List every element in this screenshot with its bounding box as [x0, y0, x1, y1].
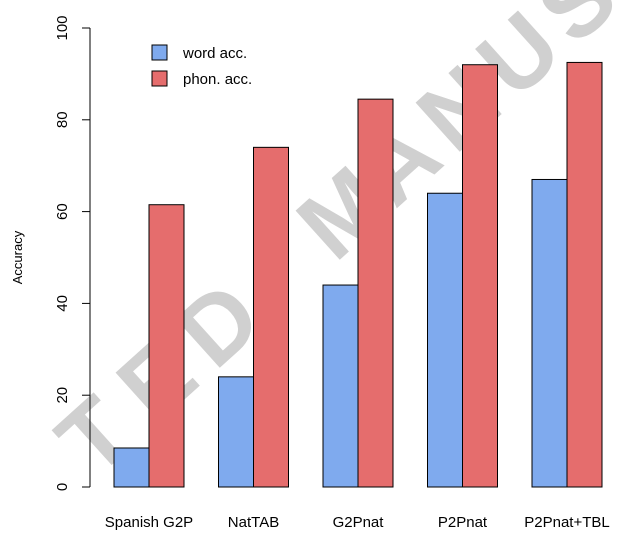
bar-word-acc — [113, 447, 150, 488]
bar-phon-acc — [566, 61, 603, 488]
category-label: P2Pnat — [438, 514, 488, 531]
bar-word-acc — [531, 178, 568, 488]
y-axis-title: Accuracy — [10, 230, 25, 284]
bars — [113, 61, 603, 488]
category-labels: Spanish G2P NatTAB G2Pnat P2Pnat P2Pnat+TBL — [105, 514, 610, 531]
bar-phon-acc — [148, 204, 185, 488]
category-label: P2Pnat+TBL — [524, 514, 609, 531]
y-tick-label: 20 — [54, 387, 71, 404]
y-tick-label: 0 — [54, 483, 71, 491]
bar-word-acc — [427, 192, 463, 488]
legend: word acc. phon. acc. — [151, 44, 252, 88]
legend-label: phon. acc. — [183, 71, 252, 88]
bar-phon-acc — [357, 98, 394, 488]
category-label: NatTAB — [228, 514, 279, 531]
y-tick-label: 60 — [54, 203, 71, 220]
category-label: Spanish G2P — [105, 514, 193, 531]
legend-label: word acc. — [182, 45, 247, 62]
bar-word-acc — [322, 284, 359, 488]
bar-phon-acc — [462, 64, 498, 488]
y-tick-label: 100 — [54, 15, 71, 40]
y-tick-label: 40 — [54, 295, 71, 312]
bar-word-acc — [218, 376, 254, 488]
y-axis: 0 20 40 60 80 100 — [54, 15, 91, 491]
category-label: G2Pnat — [333, 514, 385, 531]
legend-swatch — [151, 44, 168, 61]
y-tick-label: 80 — [54, 111, 71, 128]
bar-phon-acc — [253, 146, 289, 488]
legend-swatch — [151, 70, 168, 87]
